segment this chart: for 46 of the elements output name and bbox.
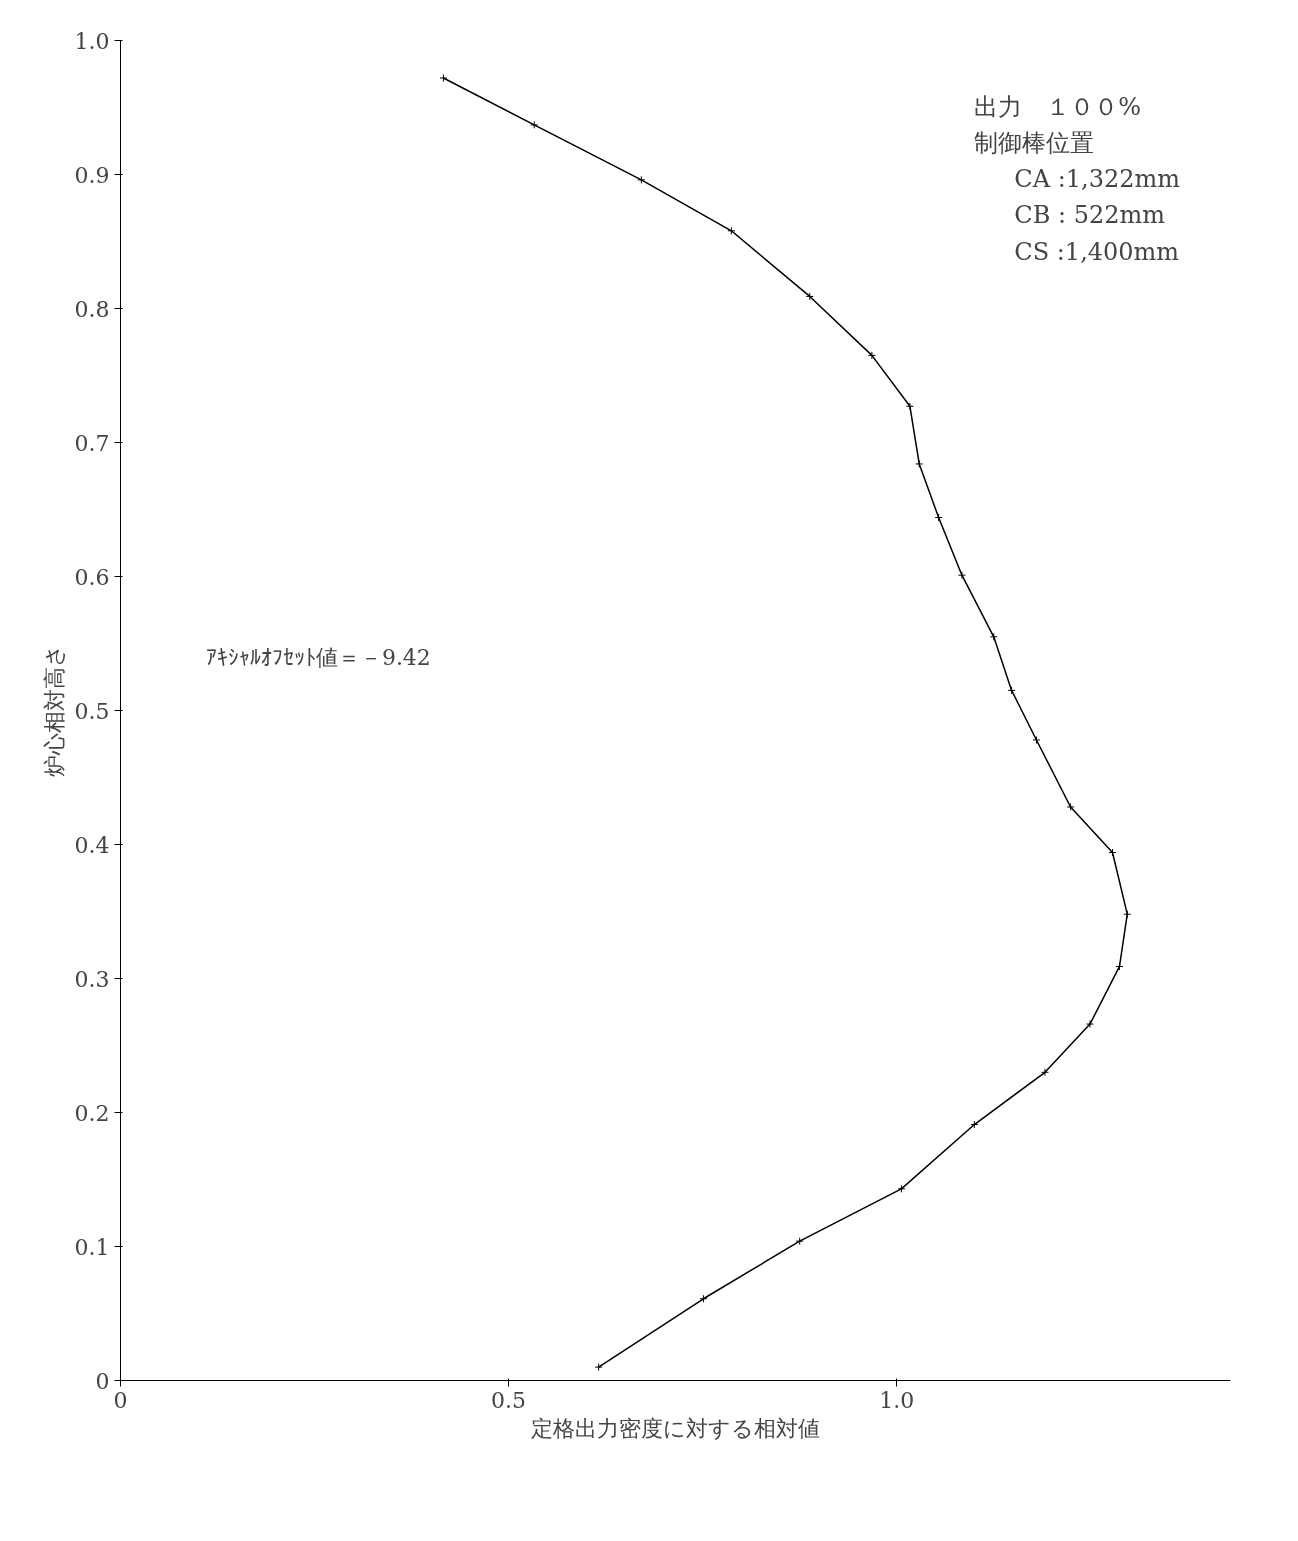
point (805, 292, 814, 301)
point (1066, 802, 1075, 811)
point (1007, 686, 1016, 695)
y-tick-label: 0 (95, 1368, 110, 1394)
point (1115, 962, 1124, 971)
point (727, 226, 736, 235)
point (867, 351, 876, 360)
x-tick-label: 0 (113, 1387, 128, 1413)
point (1040, 1068, 1049, 1077)
x-axis-title: 定格出力密度に対する相対値 (531, 1415, 820, 1441)
y-axis-title: 炉心相対高さ (41, 644, 67, 777)
point (934, 513, 943, 522)
point (439, 74, 448, 83)
annotation: 出力 １００% (974, 92, 1142, 121)
point (699, 1294, 708, 1303)
annotation: ｱｷｼｬﾙｵﾌｾｯﾄ値＝－9.42 (205, 645, 431, 671)
annotation: 制御棒位置 (974, 129, 1095, 158)
annotation: CB : 522mm (1014, 201, 1166, 230)
y-tick-label: 0.7 (74, 430, 110, 456)
y-tick-label: 1.0 (74, 28, 110, 54)
x-tick-label: 1.0 (879, 1387, 915, 1413)
y-tick-label: 0.2 (74, 1100, 110, 1126)
point (594, 1363, 603, 1372)
point (1032, 735, 1041, 744)
x-tick-label: 0.5 (491, 1387, 527, 1413)
y-tick-label: 0.1 (74, 1234, 110, 1260)
point (1108, 848, 1117, 857)
point (1123, 910, 1132, 919)
point (915, 459, 924, 468)
point (1086, 1020, 1094, 1029)
y-tick-label: 0.9 (74, 162, 110, 188)
point (970, 1120, 979, 1129)
point (957, 571, 966, 580)
y-tick-label: 0.8 (74, 296, 110, 322)
y-tick-label: 0.5 (74, 698, 110, 724)
annotation: CA :1,322mm (1014, 165, 1181, 194)
y-tick-label: 0.3 (74, 966, 110, 992)
point (530, 120, 539, 129)
point (989, 632, 998, 641)
point (637, 175, 646, 184)
y-tick-label: 0.6 (74, 564, 110, 590)
annotation: CS :1,400mm (1014, 237, 1180, 266)
point (897, 1184, 906, 1193)
point (905, 402, 914, 411)
y-tick-label: 0.4 (74, 832, 110, 858)
point (795, 1237, 804, 1246)
